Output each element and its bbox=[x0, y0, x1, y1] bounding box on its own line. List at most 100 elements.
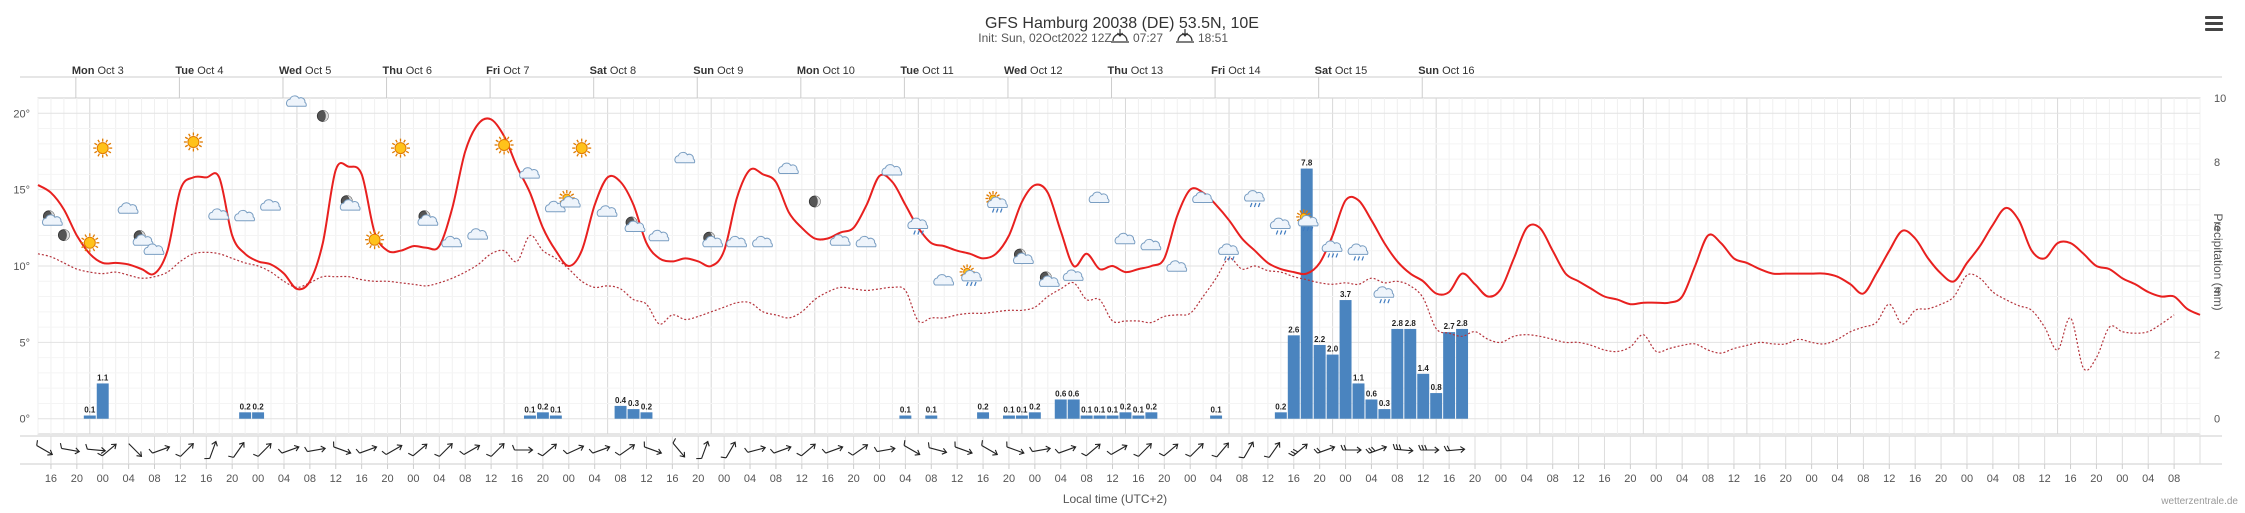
wind-arrowhead bbox=[1434, 446, 1440, 454]
wind-barb-icon bbox=[59, 443, 81, 455]
hour-tick-label: 04 bbox=[1987, 473, 1999, 485]
cloud-icon bbox=[1088, 191, 1110, 203]
sunset-icon bbox=[1176, 29, 1194, 43]
precipitation-data-label: 0.2 bbox=[1146, 402, 1158, 411]
rain-drop bbox=[1379, 298, 1382, 304]
cloud-icon bbox=[933, 274, 955, 286]
moon-cloud-icon bbox=[417, 210, 439, 226]
precipitation-data-label: 1.4 bbox=[1418, 364, 1430, 373]
wind-barb bbox=[486, 453, 492, 457]
cloud-icon bbox=[519, 167, 540, 179]
cloud-shape bbox=[417, 214, 439, 226]
cloud-shape bbox=[1218, 243, 1239, 255]
sun-ray bbox=[498, 150, 502, 154]
cloud-rain-icon bbox=[907, 217, 929, 235]
wind-barb bbox=[903, 440, 906, 446]
wind-barb-icon bbox=[1288, 443, 1308, 457]
wind-barb bbox=[1029, 446, 1033, 452]
cloud-shape bbox=[648, 229, 670, 242]
wind-barb bbox=[1395, 444, 1399, 450]
wind-arrowhead bbox=[1408, 447, 1414, 454]
hour-tick-label: 04 bbox=[122, 473, 134, 485]
precipitation-data-label: 0.2 bbox=[1029, 402, 1041, 411]
wind-arrowhead bbox=[320, 445, 327, 453]
wind-shaft bbox=[1268, 442, 1281, 458]
rain-drop bbox=[913, 230, 916, 235]
wind-barb bbox=[744, 447, 749, 453]
wind-barb bbox=[1133, 453, 1139, 457]
wind-shaft bbox=[1243, 441, 1254, 459]
hour-tick-label: 12 bbox=[2039, 473, 2051, 485]
wind-barb-icon bbox=[1313, 444, 1336, 454]
wind-arrowhead bbox=[1094, 443, 1101, 450]
wind-barb-icon bbox=[277, 444, 300, 454]
sun-ray bbox=[495, 139, 499, 143]
hour-tick-label: 04 bbox=[1210, 473, 1222, 485]
precipitation-data-label: 0.3 bbox=[1379, 399, 1391, 408]
sun-ray bbox=[405, 150, 410, 154]
rain-drop bbox=[1249, 202, 1253, 208]
precipitation-bar bbox=[1326, 354, 1339, 419]
cloud-icon bbox=[829, 234, 851, 246]
day-label: Sat Oct 15 bbox=[1315, 65, 1368, 77]
wind-barb bbox=[1421, 444, 1425, 451]
sun-ray bbox=[97, 139, 101, 143]
wind-barb-icon bbox=[381, 444, 403, 455]
sun-ray bbox=[81, 245, 85, 249]
rain-drop bbox=[1231, 256, 1235, 261]
wind-barb bbox=[1238, 456, 1245, 459]
precipitation-bar bbox=[1106, 415, 1119, 419]
wind-arrowhead bbox=[760, 445, 767, 452]
sun-disc bbox=[575, 142, 588, 155]
cloud-shape bbox=[1269, 217, 1291, 229]
precipitation-bar bbox=[1313, 344, 1326, 419]
wind-barb-icon bbox=[1340, 444, 1362, 454]
wind-barb-icon bbox=[1418, 444, 1440, 454]
hour-tick-label: 08 bbox=[1547, 473, 1559, 485]
wind-arrowhead bbox=[730, 441, 737, 448]
wind-barb bbox=[253, 453, 259, 457]
hour-tick-label: 08 bbox=[459, 473, 471, 485]
cloud-shape bbox=[1347, 243, 1369, 255]
hour-tick-label: 12 bbox=[174, 473, 186, 485]
sun-ray bbox=[108, 142, 112, 146]
wind-arrowhead bbox=[1356, 446, 1362, 454]
hamburger-menu-icon[interactable] bbox=[2205, 16, 2223, 32]
sun-ray bbox=[369, 245, 372, 249]
cloud-icon bbox=[208, 208, 230, 220]
hour-tick-label: 00 bbox=[873, 473, 885, 485]
hour-tick-label: 20 bbox=[1003, 473, 1015, 485]
wind-shaft bbox=[903, 445, 920, 455]
rain-drop bbox=[1327, 253, 1331, 258]
hour-tick-label: 00 bbox=[1805, 473, 1817, 485]
hour-tick-label: 12 bbox=[1728, 473, 1740, 485]
wind-barb bbox=[873, 446, 878, 452]
chart-title: GFS Hamburg 20038 (DE) 53.5N, 10E bbox=[985, 15, 1259, 32]
hour-tick-label: 16 bbox=[1288, 473, 1300, 485]
sun-ray bbox=[562, 190, 565, 194]
hour-tick-label: 16 bbox=[1598, 473, 1610, 485]
rain-drop bbox=[1357, 256, 1361, 261]
hour-tick-label: 08 bbox=[2013, 473, 2025, 485]
wind-shaft bbox=[490, 443, 505, 457]
wind-barb bbox=[1263, 455, 1270, 458]
sun-ray bbox=[573, 142, 577, 146]
cloud-icon bbox=[234, 209, 255, 222]
wind-barb bbox=[537, 452, 543, 457]
sun-icon bbox=[391, 138, 410, 158]
wind-barb bbox=[59, 443, 63, 449]
rain-drop bbox=[917, 230, 920, 235]
sun-disc bbox=[187, 136, 200, 148]
wind-barb bbox=[1290, 450, 1296, 455]
hour-tick-label: 08 bbox=[304, 473, 316, 485]
sun-icon bbox=[183, 132, 203, 152]
cloud-shape bbox=[907, 217, 929, 229]
wind-arrowhead bbox=[1018, 448, 1025, 456]
wind-barb-icon bbox=[847, 444, 869, 456]
day-label: Sat Oct 8 bbox=[590, 65, 636, 77]
rain-drop bbox=[1310, 226, 1314, 232]
cloud-icon bbox=[726, 235, 747, 248]
precipitation-bar bbox=[899, 415, 912, 419]
hour-tick-label: 00 bbox=[252, 473, 264, 485]
sun-ray bbox=[568, 190, 572, 194]
